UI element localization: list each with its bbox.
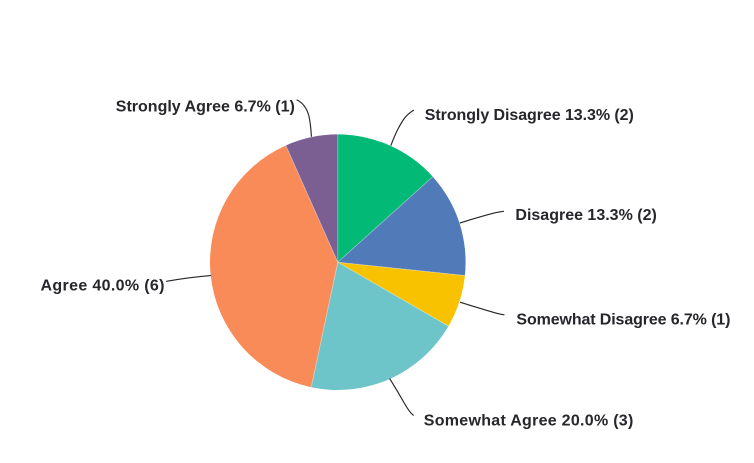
- svg-text:Somewhat Disagree 6.7% (1): Somewhat Disagree 6.7% (1): [516, 312, 730, 329]
- svg-text:Strongly Agree 6.7% (1): Strongly Agree 6.7% (1): [116, 99, 295, 116]
- svg-text:Somewhat Agree 20.0% (3): Somewhat Agree 20.0% (3): [424, 412, 634, 429]
- svg-text:Strongly Disagree 13.3% (2): Strongly Disagree 13.3% (2): [425, 107, 634, 124]
- svg-text:Disagree 13.3% (2): Disagree 13.3% (2): [515, 207, 656, 224]
- svg-text:Agree 40.0% (6): Agree 40.0% (6): [41, 278, 165, 295]
